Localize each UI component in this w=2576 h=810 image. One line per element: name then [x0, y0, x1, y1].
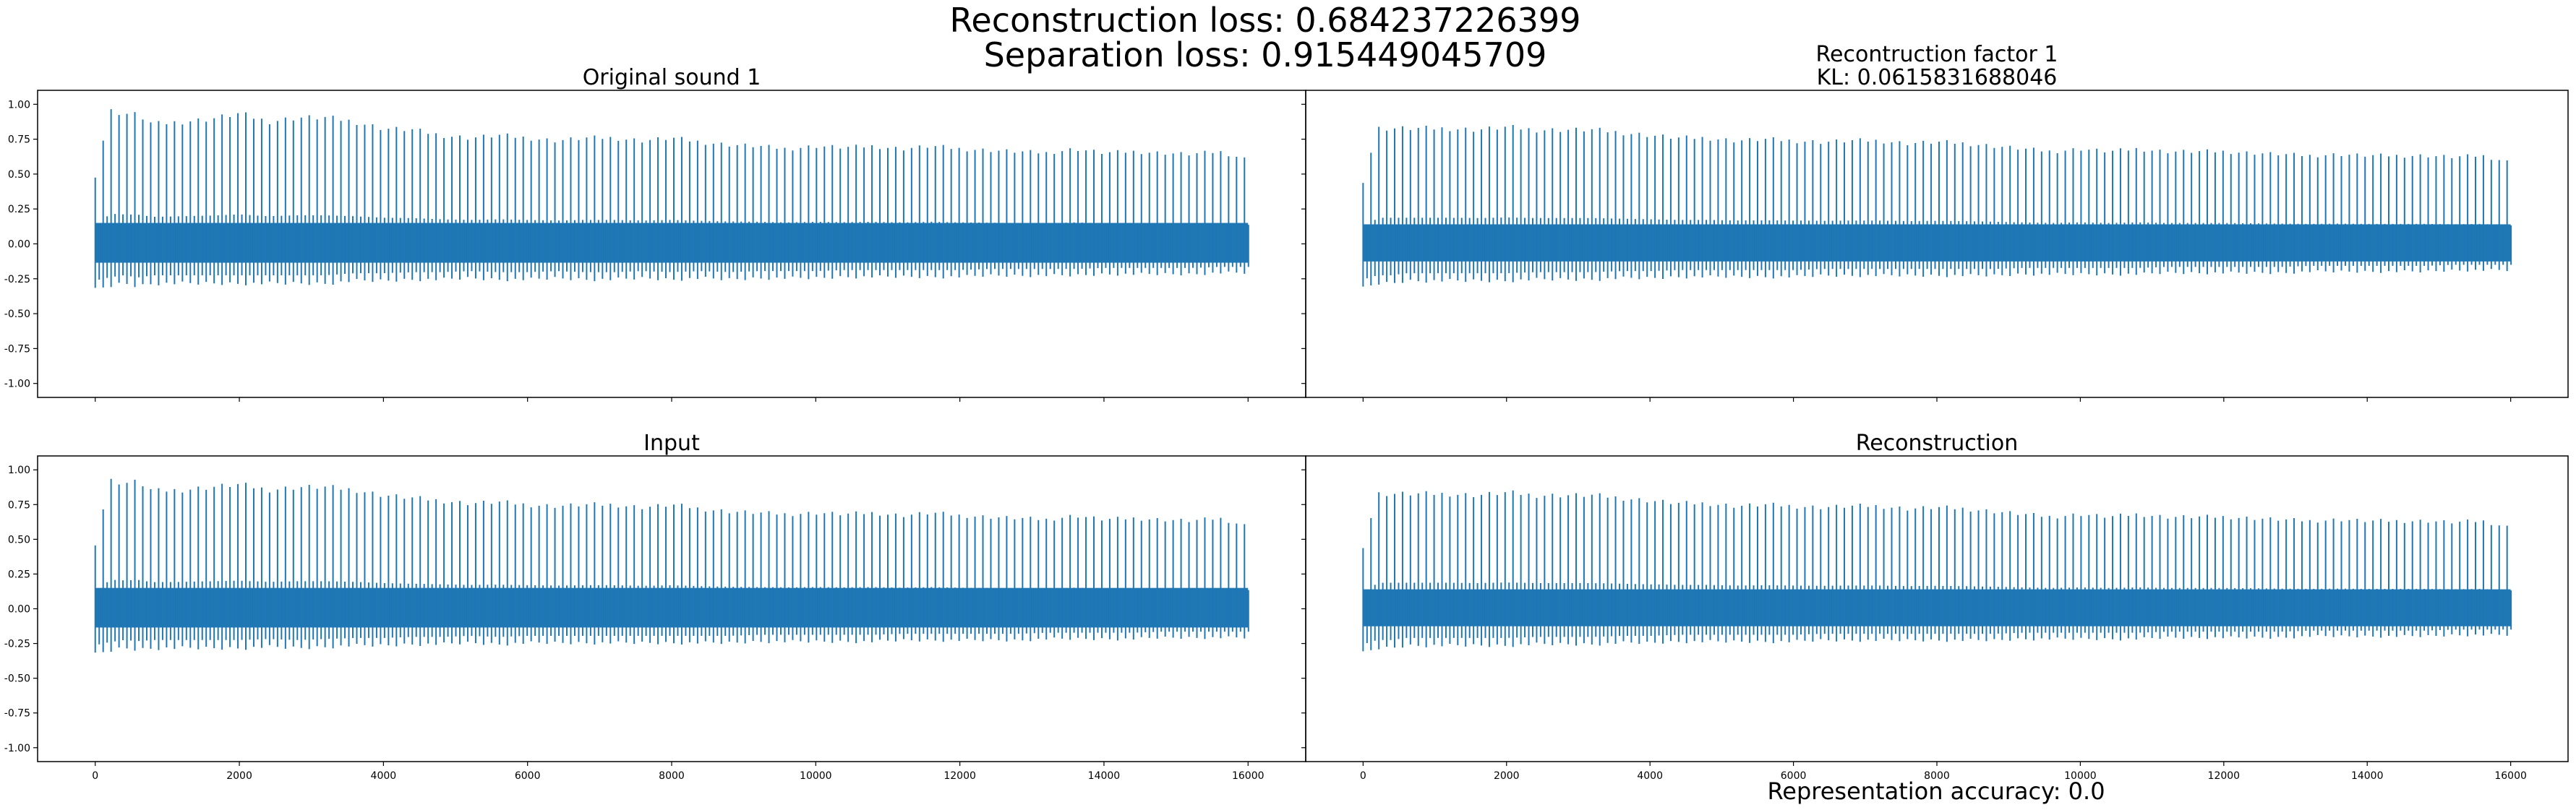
y-tick-label: -1.00	[4, 379, 30, 390]
y-tick-label: 0.00	[8, 239, 30, 251]
x-tick-label: 8000	[1924, 770, 1950, 782]
waveform-band	[1363, 589, 2511, 626]
x-tick-label: 4000	[1637, 770, 1663, 782]
x-tick-label: 2000	[226, 770, 252, 782]
suptitle-line-1: Reconstruction loss: 0.684237226399	[950, 1, 1581, 40]
x-tick-label: 10000	[2064, 770, 2097, 782]
waveform-band	[95, 223, 1249, 263]
panel-3: Input -1.00 -0.75 -0.50 -0.25 0.00 0.25 0.50 0.7…	[4, 431, 1306, 782]
panel-title: Recontruction factor 1	[1816, 42, 2058, 67]
waveform-band	[1363, 224, 2511, 262]
y-tick-label: -0.50	[4, 309, 30, 320]
y-tick-label: 1.00	[8, 99, 30, 111]
panel-4: Reconstruction 0 2000 4000 6000 8000 10000 1200…	[1301, 431, 2569, 782]
x-tick-label: 16000	[1232, 770, 1265, 782]
y-tick-label: 0.25	[8, 569, 30, 580]
x-tick-label: 14000	[1088, 770, 1121, 782]
y-tick-label: -0.50	[4, 673, 30, 685]
x-tick-label: 2000	[1494, 770, 1520, 782]
panel-title: Reconstruction	[1856, 431, 2019, 456]
y-tick-label: 0.50	[8, 534, 30, 546]
y-tick-label: 0.50	[8, 169, 30, 181]
x-tick-label: 4000	[371, 770, 397, 782]
x-tick-label: 12000	[2208, 770, 2241, 782]
y-tick-label: 0.75	[8, 499, 30, 511]
x-tick-label: 12000	[943, 770, 976, 782]
x-tick-label: 0	[1360, 770, 1366, 782]
y-tick-label: 0.75	[8, 134, 30, 146]
panel-title: Input	[643, 431, 700, 456]
axes-layer: Original sound 1 -1.00 -0.75 -0.50 -0.25 0.00…	[4, 42, 2569, 782]
panel-1: Original sound 1 -1.00 -0.75 -0.50 -0.25 0.00…	[4, 65, 1306, 402]
panel-2: Recontruction factor 1KL: 0.061583168804…	[1301, 42, 2569, 402]
x-tick-label: 16000	[2494, 770, 2527, 782]
footer-accuracy: Representation accuracy: 0.0	[1767, 777, 2105, 805]
y-tick-label: -1.00	[4, 743, 30, 754]
y-tick-label: -0.75	[4, 343, 30, 355]
y-tick-label: -0.25	[4, 274, 30, 285]
waveform-band	[95, 587, 1249, 628]
suptitle-line-2: Separation loss: 0.915449045709	[984, 35, 1547, 74]
x-tick-label: 6000	[1781, 770, 1807, 782]
panel-title: Original sound 1	[583, 65, 761, 90]
y-tick-label: 0.25	[8, 204, 30, 215]
panel-title: KL: 0.0615831688046	[1817, 65, 2058, 90]
x-tick-label: 10000	[800, 770, 832, 782]
x-tick-label: 8000	[659, 770, 685, 782]
x-tick-label: 14000	[2351, 770, 2384, 782]
y-tick-label: 0.00	[8, 604, 30, 616]
x-tick-label: 0	[92, 770, 98, 782]
y-tick-label: -0.25	[4, 639, 30, 650]
y-tick-label: -0.75	[4, 708, 30, 720]
x-tick-label: 6000	[515, 770, 541, 782]
y-tick-label: 1.00	[8, 465, 30, 476]
